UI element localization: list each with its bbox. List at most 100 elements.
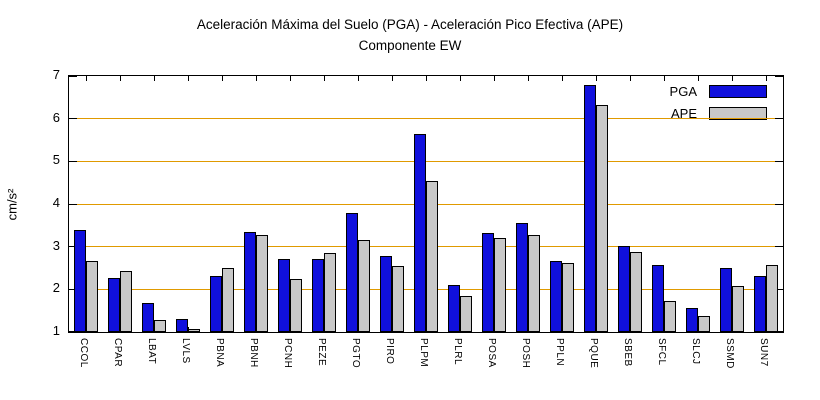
y-tick-label-5: 5 — [52, 152, 60, 168]
y-tick-label-4: 4 — [52, 195, 60, 210]
bar-pga-pque — [584, 85, 596, 332]
y-tick-label-7: 7 — [52, 67, 60, 82]
y-tick-mark-left-5 — [69, 160, 77, 162]
x-tick-mark-top-pgto — [357, 76, 359, 81]
x-tick-mark-bottom-posa — [493, 327, 495, 332]
x-tick-label-pbnh: PBNH — [248, 338, 259, 368]
bar-ape-ppln — [562, 262, 574, 332]
x-tick-mark-bottom-lbat — [153, 327, 155, 332]
x-tick-mark-bottom-sfcl — [663, 327, 665, 332]
x-tick-mark-top-pque — [595, 76, 597, 81]
x-tick-label-lbat: LBAT — [146, 338, 157, 365]
x-tick-mark-top-ppln — [561, 76, 563, 81]
bar-pga-ssmd — [720, 268, 732, 332]
bar-ape-lvls — [188, 329, 200, 332]
legend-swatch-ape — [709, 107, 767, 120]
y-tick-label-6: 6 — [52, 109, 60, 125]
bar-ape-sbeb — [630, 251, 642, 332]
x-tick-mark-bottom-plpm — [425, 327, 427, 332]
y-tick-mark-right-7 — [775, 76, 783, 77]
x-tick-mark-bottom-pque — [595, 327, 597, 332]
bar-ape-pbna — [222, 268, 234, 332]
legend-label-ape: APE — [670, 106, 697, 121]
bar-ape-posa — [494, 238, 506, 332]
x-tick-label-pcnh: PCNH — [282, 338, 293, 369]
bar-pga-sbeb — [618, 245, 630, 332]
x-tick-mark-top-sbeb — [629, 76, 631, 81]
x-tick-label-lvls: LVLS — [180, 338, 191, 364]
legend-label-pga: PGA — [669, 84, 697, 99]
x-tick-label-plpm: PLPM — [418, 338, 429, 368]
x-tick-mark-bottom-posh — [527, 327, 529, 332]
chart-title-line2: Componente EW — [358, 38, 462, 53]
bar-ape-pbnh — [256, 235, 268, 332]
bar-ape-pcnh — [290, 278, 302, 332]
y-tick-label-3: 3 — [52, 237, 60, 253]
y-tick-mark-right-1 — [775, 331, 783, 332]
x-tick-mark-top-pbnh — [255, 76, 257, 81]
bar-pga-pgto — [346, 212, 358, 332]
x-tick-mark-bottom-pgto — [357, 327, 359, 332]
x-tick-mark-top-sun7 — [765, 76, 767, 81]
x-tick-label-sbeb: SBEB — [622, 338, 633, 367]
plot-area: PGA APE — [68, 75, 784, 333]
bar-pga-pbnh — [244, 231, 256, 332]
bar-pga-lvls — [176, 319, 188, 332]
bar-pga-peze — [312, 259, 324, 332]
y-tick-mark-left-7 — [69, 76, 77, 77]
legend: PGA APE — [655, 84, 767, 121]
y-tick-mark-left-3 — [69, 246, 77, 248]
x-tick-mark-top-cpar — [119, 76, 121, 81]
x-tick-mark-bottom-sbeb — [629, 327, 631, 332]
y-tick-mark-right-5 — [775, 160, 783, 162]
y-tick-label-1: 1 — [52, 323, 60, 338]
y-tick-mark-right-6 — [775, 118, 783, 120]
bar-pga-cpar — [108, 277, 120, 332]
x-tick-mark-bottom-slcj — [697, 327, 699, 332]
x-tick-mark-top-sfcl — [663, 76, 665, 81]
x-tick-label-pbna: PBNA — [214, 338, 225, 368]
bar-ape-posh — [528, 234, 540, 332]
x-tick-mark-bottom-ccol — [85, 327, 87, 332]
x-tick-mark-bottom-cpar — [119, 327, 121, 332]
legend-row-pga: PGA — [655, 84, 767, 99]
x-tick-mark-top-posa — [493, 76, 495, 81]
bar-ape-plpm — [426, 180, 438, 332]
gridline-y5 — [69, 160, 783, 162]
x-tick-mark-top-ssmd — [731, 76, 733, 81]
x-tick-mark-top-lvls — [187, 76, 189, 81]
x-tick-mark-bottom-ssmd — [731, 327, 733, 332]
bar-ape-plrl — [460, 295, 472, 332]
x-tick-mark-bottom-plrl — [459, 327, 461, 332]
x-tick-mark-top-slcj — [697, 76, 699, 81]
legend-row-ape: APE — [655, 106, 767, 121]
gridline-y6 — [69, 118, 783, 120]
bar-pga-slcj — [686, 307, 698, 332]
x-tick-label-plrl: PLRL — [452, 338, 463, 366]
x-tick-mark-top-piro — [391, 76, 393, 81]
y-tick-mark-left-4 — [69, 203, 77, 205]
x-tick-mark-bottom-pbnh — [255, 327, 257, 332]
x-tick-label-pque: PQUE — [588, 338, 599, 369]
bar-ape-piro — [392, 265, 404, 332]
bar-ape-ssmd — [732, 286, 744, 332]
y-tick-mark-right-3 — [775, 246, 783, 248]
bar-ape-slcj — [698, 316, 710, 332]
bar-pga-piro — [380, 256, 392, 332]
bar-pga-plpm — [414, 133, 426, 332]
bar-ape-peze — [324, 253, 336, 332]
chart-title-line1: Aceleración Máxima del Suelo (PGA) - Ace… — [196, 17, 624, 32]
bar-ape-cpar — [120, 271, 132, 332]
x-tick-mark-top-pcnh — [289, 76, 291, 81]
x-tick-mark-top-pbna — [221, 76, 223, 81]
x-tick-label-piro: PIRO — [384, 338, 395, 365]
x-tick-mark-bottom-sun7 — [765, 327, 767, 332]
x-tick-mark-top-posh — [527, 76, 529, 81]
x-tick-mark-bottom-lvls — [187, 327, 189, 332]
x-tick-mark-top-lbat — [153, 76, 155, 81]
bar-ape-sun7 — [766, 265, 778, 332]
bar-ape-ccol — [86, 260, 98, 332]
x-tick-mark-bottom-peze — [323, 327, 325, 332]
bar-pga-sfcl — [652, 265, 664, 332]
legend-swatch-pga — [709, 85, 767, 98]
